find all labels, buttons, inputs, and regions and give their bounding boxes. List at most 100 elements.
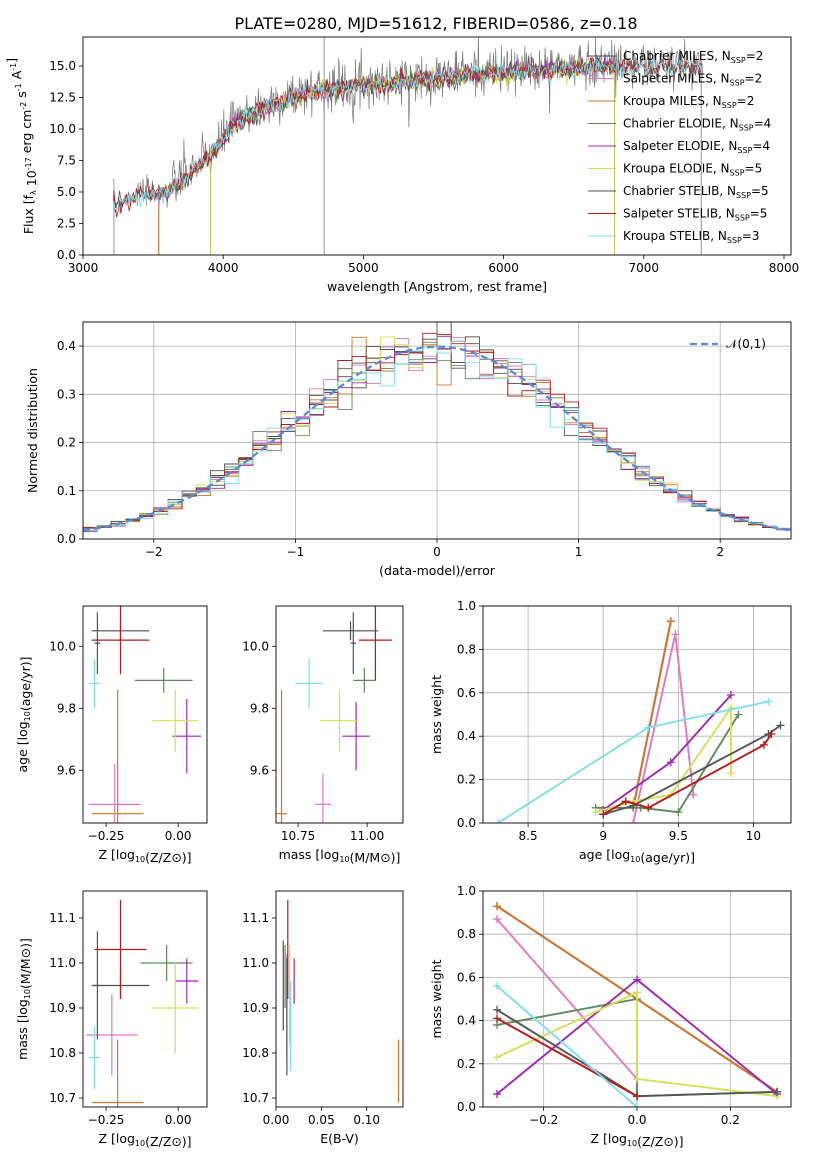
x-tick-label: 9 <box>599 829 607 843</box>
series-line <box>602 724 782 816</box>
errorbar-point <box>320 689 359 752</box>
errorbar-point <box>342 702 370 771</box>
series-marker <box>726 769 735 778</box>
y-tick-label: 0.6 <box>457 970 476 984</box>
series-marker <box>633 1074 641 1083</box>
series-marker <box>493 982 501 991</box>
series-marker <box>493 1053 501 1062</box>
x-tick-label: 0.00 <box>263 1113 290 1127</box>
errorbar-point <box>276 689 288 823</box>
x-tick-label: −1 <box>287 545 305 559</box>
plot-area <box>282 900 400 1103</box>
x-tick-label: 7000 <box>629 261 660 275</box>
series-marker <box>726 690 735 699</box>
x-axis-label: E(B-V) <box>320 1131 359 1146</box>
series-line <box>496 991 778 1098</box>
y-tick-label: 0.1 <box>57 484 76 498</box>
plot-area <box>493 902 781 1107</box>
errorbar-point <box>152 689 199 752</box>
axes-frame <box>482 605 792 824</box>
plot-area <box>494 617 785 823</box>
panel-age_vs_mass: 10.75 11.00 9.6 9.8 10.0 mass [log10(M/M⊙)] <box>242 605 404 865</box>
panel-mass_weight_vs_age: 8.5 9 9.5 10 0.0 0.2 0.4 0.6 0.8 1.0 age [log10(ag… <box>429 599 792 865</box>
x-tick-label: −0.25 <box>88 1113 125 1127</box>
x-axis-label: age [log10(age/yr)] <box>579 847 695 865</box>
legend-label: Kroupa ELODIE, NSSP=5 <box>623 162 762 178</box>
y-tick-label: 2.5 <box>57 216 76 230</box>
y-tick-label: 5.0 <box>57 185 76 199</box>
legend-label: Kroupa STELIB, NSSP=3 <box>623 229 760 245</box>
errorbar-point <box>140 945 193 981</box>
series-marker <box>629 819 638 823</box>
x-tick-label: 9.5 <box>669 829 688 843</box>
series-marker <box>493 902 501 911</box>
y-tick-label: 12.5 <box>49 90 76 104</box>
x-tick-label: 8.5 <box>519 829 538 843</box>
x-tick-label: 5000 <box>348 261 379 275</box>
x-tick-label: 0.05 <box>308 1113 335 1127</box>
series-marker <box>776 721 785 730</box>
x-tick-label: 3000 <box>68 261 99 275</box>
series-marker <box>773 1087 781 1096</box>
errorbar-point <box>85 994 138 1076</box>
series-marker <box>759 740 768 749</box>
spectrum-legend: Chabrier MILES, NSSP=2 Salpeter MILES, NS… <box>588 49 771 245</box>
histogram-step <box>83 336 791 530</box>
errorbar-point <box>314 773 332 823</box>
series-marker <box>764 697 773 706</box>
errorbar-point <box>350 612 357 675</box>
figure-title: PLATE=0280, MJD=51612, FIBERID=0586, z=0… <box>234 14 637 33</box>
x-tick-label: 0.2 <box>721 1113 740 1127</box>
y-tick-label: 0.0 <box>57 248 76 262</box>
x-axis-label: (data-model)/error <box>379 563 496 578</box>
series-marker <box>671 630 680 639</box>
x-tick-label: 8000 <box>769 261 800 275</box>
y-axis-label: age [log10(age/yr)] <box>15 656 33 772</box>
model-line <box>113 56 702 255</box>
errorbar-point <box>175 958 199 1004</box>
legend-label: 𝒩(0,1) <box>726 337 766 351</box>
series-marker <box>666 758 675 767</box>
legend-label: Chabrier ELODIE, NSSP=4 <box>623 117 771 133</box>
x-tick-label: 11.00 <box>350 829 384 843</box>
y-axis-label: Flux [fλ 10-17 erg cm-2 s-1 A-1] <box>4 58 39 234</box>
panel-spectrum: 3000 4000 5000 6000 7000 8000 0.0 2.5 5.0 7.5 10.0… <box>4 36 800 294</box>
y-tick-label: 0.4 <box>457 729 476 743</box>
plot-area <box>83 322 791 533</box>
histogram-step <box>83 332 791 530</box>
y-tick-label: 9.6 <box>57 763 76 777</box>
x-tick-label: 6000 <box>488 261 519 275</box>
x-axis-label: mass [log10(M/M⊙)] <box>279 847 401 865</box>
errorbar-point <box>91 689 144 823</box>
series-marker <box>689 790 698 799</box>
y-tick-label: 10.0 <box>49 639 76 653</box>
series-marker <box>734 710 743 719</box>
plot-area <box>276 606 392 823</box>
y-tick-label: 0.4 <box>57 339 76 353</box>
x-tick-label: 4000 <box>208 261 239 275</box>
y-tick-label: 1.0 <box>457 884 476 898</box>
errorbar-point <box>152 963 199 1053</box>
errorbar-point <box>91 606 150 675</box>
series-line <box>632 621 672 808</box>
series-marker <box>494 819 503 823</box>
y-tick-label: 0.6 <box>457 686 476 700</box>
plot-area <box>113 37 704 255</box>
panel-residuals: −2 −1 0 1 2 0.0 0.1 0.2 0.3 0.4 (data-model)/error… <box>25 321 792 578</box>
errorbar-point <box>358 606 392 681</box>
y-axis-label: mass [log10(M/M⊙)] <box>15 938 33 1060</box>
axes-frame <box>82 321 792 540</box>
x-axis-label: Z [log10(Z/Z⊙)] <box>590 1131 683 1149</box>
y-tick-label: 10.0 <box>242 639 269 653</box>
y-axis-label: Normed distribution <box>25 368 40 493</box>
series-marker <box>493 915 501 924</box>
y-tick-label: 10.0 <box>49 122 76 136</box>
y-axis-label: mass weight <box>429 959 444 1038</box>
series-marker <box>674 808 683 817</box>
y-tick-label: 9.8 <box>57 701 76 715</box>
x-tick-label: 0 <box>433 545 441 559</box>
y-tick-label: 0.2 <box>457 773 476 787</box>
panel-mass_vs_Z: −0.25 0.00 10.7 10.8 10.9 11.0 11.1 Z [log10(Z/… <box>15 890 208 1149</box>
x-tick-label: −0.2 <box>529 1113 558 1127</box>
series-marker <box>493 1005 501 1014</box>
